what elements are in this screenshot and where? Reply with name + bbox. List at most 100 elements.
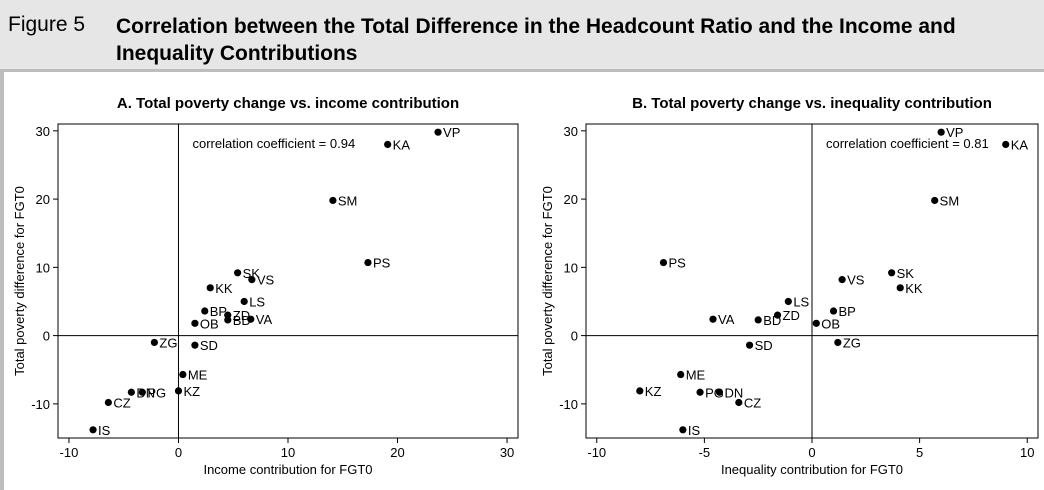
a-point-label-vp: VP — [443, 125, 460, 140]
b-point-dn — [715, 388, 724, 396]
b-x-tick-label: 5 — [916, 445, 923, 460]
a-point-label-sd: SD — [200, 338, 218, 353]
b-point-cz — [735, 398, 743, 407]
b-point-label-kz: KZ — [645, 384, 662, 399]
a-x-tick-label: 20 — [390, 445, 404, 460]
a-point-label-bp: BP — [210, 304, 227, 319]
a-y-tick-label: 10 — [36, 260, 50, 275]
b-point-label-ob: OB — [821, 316, 840, 331]
a-point-label-sm: SM — [338, 193, 358, 208]
a-point-dn — [127, 388, 135, 396]
b-point-me — [677, 370, 685, 379]
a-point-label-ka: KA — [393, 137, 411, 152]
a-x-axis-label: Income contribution for FGT0 — [203, 462, 372, 477]
a-point-label-kk: KK — [215, 281, 233, 296]
b-point-ls — [784, 297, 792, 306]
b-point-label-sk: SK — [897, 266, 915, 281]
a-point-label-cz: CZ — [113, 396, 130, 411]
b-point-label-zd: ZD — [783, 308, 800, 323]
b-point-label-vp: VP — [946, 125, 963, 140]
a-x-tick-label: 10 — [281, 445, 295, 460]
a-correlation-annotation: correlation coefficient = 0.94 — [192, 136, 355, 151]
b-plot-title: B. Total poverty change vs. inequality c… — [632, 95, 992, 112]
b-point-vs — [838, 276, 846, 284]
a-y-tick-label: 30 — [36, 124, 50, 139]
a-point-kk — [206, 284, 214, 292]
a-x-tick-label: 0 — [175, 445, 182, 460]
b-point-label-ls: LS — [793, 294, 809, 309]
b-point-sk — [888, 269, 896, 277]
a-point-label-va: VA — [256, 312, 273, 327]
left-border — [0, 72, 4, 490]
a-point-bd — [224, 316, 232, 324]
b-point-bp — [829, 307, 838, 315]
b-point-label-sm: SM — [940, 193, 960, 208]
figure-title: Correlation between the Total Difference… — [116, 15, 956, 65]
a-point-label-sk: SK — [243, 266, 261, 281]
a-point-ob — [191, 319, 199, 327]
a-x-tick-label: -10 — [60, 445, 79, 460]
a-point-ka — [384, 140, 392, 149]
a-point-pg — [138, 388, 146, 396]
b-point-ob — [812, 319, 820, 327]
a-plot-frame — [57, 123, 519, 439]
a-y-tick-label: -10 — [31, 397, 50, 412]
a-point-label-me: ME — [188, 368, 208, 383]
a-point-sm — [329, 196, 337, 205]
b-point-label-dn: DN — [724, 385, 743, 400]
a-point-kz — [174, 387, 183, 395]
b-x-axis-label: Inequality contribution for FGT0 — [721, 462, 903, 477]
a-x-tick-label: 30 — [500, 445, 514, 460]
b-x-tick-label: 0 — [808, 445, 815, 460]
b-point-label-vs: VS — [847, 273, 865, 288]
a-point-va — [247, 315, 255, 323]
a-point-label-kz: KZ — [183, 384, 200, 399]
a-point-label-zd: ZD — [233, 308, 250, 323]
a-point-sk — [234, 269, 242, 277]
a-point-label-is: IS — [98, 423, 111, 438]
b-point-label-bp: BP — [839, 304, 856, 319]
a-point-label-vs: VS — [257, 273, 275, 288]
a-point-label-bd: BD — [233, 313, 251, 328]
a-y-tick-label: 0 — [43, 329, 50, 344]
b-point-label-sd: SD — [755, 338, 773, 353]
b-x-tick-label: -10 — [587, 445, 606, 460]
b-point-is — [679, 426, 687, 434]
b-point-label-ps: PS — [668, 256, 686, 271]
a-point-label-ob: OB — [200, 316, 219, 331]
a-point-cz — [104, 398, 112, 407]
b-y-tick-label: 10 — [564, 260, 578, 275]
b-point-label-kk: KK — [905, 281, 923, 296]
a-point-me — [179, 370, 187, 379]
a-y-axis-label: Total poverty difference for FGT0 — [12, 186, 27, 376]
b-y-tick-label: -10 — [559, 397, 578, 412]
b-point-sd — [745, 341, 754, 349]
b-point-label-cz: CZ — [744, 396, 761, 411]
a-y-tick-label: 20 — [36, 192, 50, 207]
a-point-label-ps: PS — [373, 256, 391, 271]
b-point-label-is: IS — [688, 423, 701, 438]
b-point-pg — [696, 388, 704, 396]
a-point-zg — [150, 338, 158, 347]
b-point-label-bd: BD — [763, 313, 781, 328]
a-point-is — [89, 426, 97, 434]
b-x-tick-label: -5 — [699, 445, 711, 460]
b-point-ka — [1002, 140, 1010, 149]
a-point-label-ls: LS — [249, 294, 265, 309]
b-point-sm — [931, 196, 939, 205]
b-point-kz — [636, 387, 644, 395]
b-point-va — [709, 315, 717, 323]
b-point-label-va: VA — [718, 312, 735, 327]
b-point-ps — [659, 258, 668, 267]
a-point-label-zg: ZG — [159, 335, 177, 350]
figure-header: Figure 5 Correlation between the Total D… — [0, 0, 1044, 72]
a-point-label-pg: PG — [147, 385, 166, 400]
a-plot-title: A. Total poverty change vs. income contr… — [117, 95, 459, 112]
b-correlation-annotation: correlation coefficient = 0.81 — [826, 136, 989, 151]
b-point-zd — [773, 311, 782, 319]
a-point-bp — [201, 307, 209, 315]
a-point-vp — [434, 128, 442, 136]
a-point-vs — [248, 276, 256, 284]
